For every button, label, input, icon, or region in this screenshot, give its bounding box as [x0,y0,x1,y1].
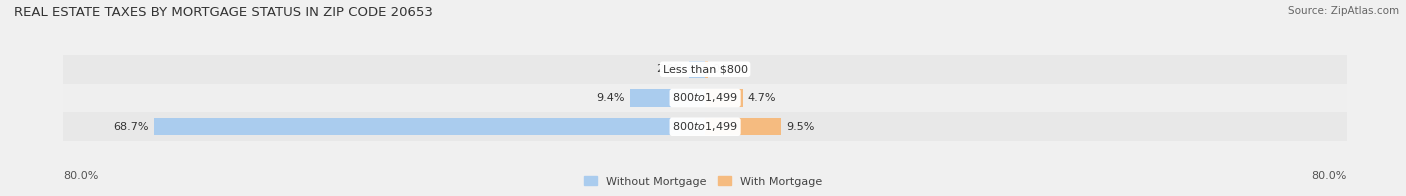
Text: Source: ZipAtlas.com: Source: ZipAtlas.com [1288,6,1399,16]
Text: 4.7%: 4.7% [748,93,776,103]
Text: 9.4%: 9.4% [596,93,624,103]
Text: 0.32%: 0.32% [713,64,748,74]
Bar [704,89,742,107]
Bar [689,61,704,78]
Bar [704,61,707,78]
Text: Less than $800: Less than $800 [662,64,748,74]
Legend: Without Mortgage, With Mortgage: Without Mortgage, With Mortgage [583,176,823,187]
Text: 80.0%: 80.0% [63,171,98,181]
Bar [704,118,782,135]
Text: 9.5%: 9.5% [786,122,814,132]
Bar [630,89,704,107]
Text: 68.7%: 68.7% [114,122,149,132]
Bar [153,118,704,135]
Text: REAL ESTATE TAXES BY MORTGAGE STATUS IN ZIP CODE 20653: REAL ESTATE TAXES BY MORTGAGE STATUS IN … [14,6,433,19]
Text: $800 to $1,499: $800 to $1,499 [672,120,738,133]
Bar [63,55,1347,84]
Text: $800 to $1,499: $800 to $1,499 [672,92,738,104]
Bar [63,84,1347,112]
Bar [63,112,1347,141]
Text: 80.0%: 80.0% [1312,171,1347,181]
Text: 2.0%: 2.0% [655,64,685,74]
